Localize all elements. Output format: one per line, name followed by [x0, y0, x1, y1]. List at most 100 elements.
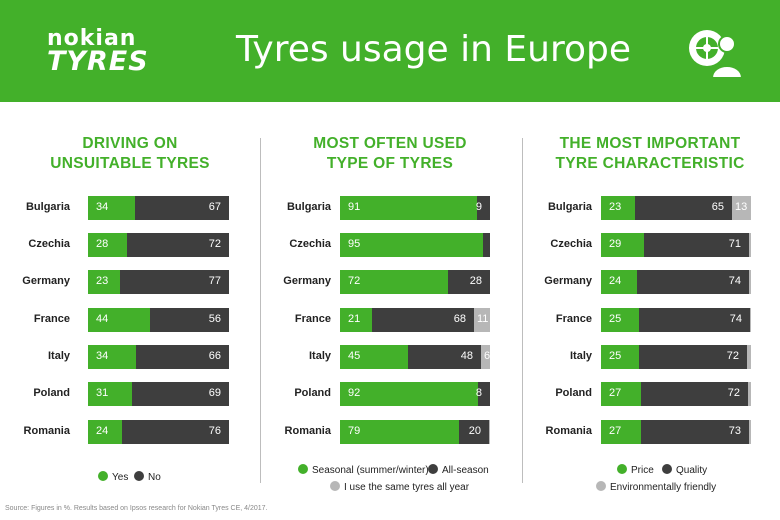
legend-label: Quality: [676, 465, 708, 476]
data-label: 20: [468, 425, 481, 437]
data-label: 73: [728, 425, 741, 437]
data-label: 72: [348, 275, 361, 287]
data-label: 74: [729, 313, 742, 325]
stacked-bar: 27 73: [601, 420, 751, 444]
bar-segment: 23: [601, 196, 635, 220]
chart-title-line2: UNSUITABLE TYRES: [50, 155, 210, 172]
bar-segment: 72: [641, 382, 748, 406]
data-label: 79: [348, 425, 361, 437]
stacked-bar: 45 48 6: [340, 345, 490, 369]
legend-item: I use the same tyres all year: [330, 481, 469, 493]
stacked-bar: 23 77: [88, 270, 229, 294]
chart-title-3: THE MOST IMPORTANT TYRE CHARACTERISTIC: [540, 134, 760, 174]
bar-segment: 56: [150, 308, 229, 332]
category-label: Bulgaria: [547, 201, 592, 213]
category-label: Czechia: [289, 238, 331, 250]
bar-segment: [750, 308, 751, 332]
bar-segment: 23: [88, 270, 120, 294]
category-label: Bulgaria: [25, 201, 70, 213]
category-label: France: [555, 313, 592, 325]
bar-segment: 65: [635, 196, 732, 220]
bar-segment: 20: [459, 420, 489, 444]
category-label: Germany: [22, 275, 70, 287]
bar-segment: 76: [122, 420, 229, 444]
data-label: 27: [609, 425, 622, 437]
bar-segment: 34: [88, 345, 136, 369]
legend-item: Quality: [662, 464, 707, 476]
bar-segment: 8: [475, 382, 490, 406]
legend-swatch: [617, 464, 627, 474]
data-label: 34: [96, 201, 109, 213]
legend-swatch: [662, 464, 672, 474]
data-label: 68: [453, 313, 466, 325]
category-label: Romania: [284, 425, 331, 437]
data-label: 48: [460, 350, 473, 362]
data-label: 66: [208, 350, 221, 362]
data-label: 31: [96, 387, 109, 399]
data-label: 8: [475, 387, 482, 399]
legend-label: All-season: [442, 465, 489, 476]
bar-segment: 77: [120, 270, 229, 294]
category-label: Czechia: [550, 238, 592, 250]
stacked-bar: 25 72: [601, 345, 751, 369]
data-label: 56: [208, 313, 221, 325]
stacked-bar: 24 74: [601, 270, 751, 294]
bar-segment: 67: [135, 196, 229, 220]
bar-segment: [489, 420, 490, 444]
legend-item: Yes: [98, 471, 128, 483]
stacked-bar: 29 71: [601, 233, 751, 257]
category-label: Czechia: [28, 238, 70, 250]
divider-right: [522, 138, 523, 483]
legend-label: No: [148, 472, 161, 483]
bar-segment: 92: [340, 382, 478, 406]
data-label: 92: [348, 387, 361, 399]
bar-segment: 74: [637, 270, 749, 294]
data-label: 95: [348, 238, 361, 250]
legend-swatch: [134, 471, 144, 481]
bar-segment: 6: [481, 345, 490, 369]
legend-item: Seasonal (summer/winter): [298, 464, 429, 476]
data-label: 25: [609, 350, 622, 362]
category-label: Romania: [23, 425, 70, 437]
chart-title-2: MOST OFTEN USED TYPE OF TYRES: [270, 134, 510, 174]
category-label: Germany: [283, 275, 331, 287]
bar-segment: 68: [372, 308, 474, 332]
data-label: 67: [208, 201, 221, 213]
bar-segment: [749, 233, 751, 257]
bar-segment: 72: [127, 233, 229, 257]
stacked-bar: 23 65 13: [601, 196, 751, 220]
chart-title-line1: MOST OFTEN USED: [313, 135, 467, 152]
data-label: 65: [711, 201, 724, 213]
bar-segment: 31: [88, 382, 132, 406]
bar-segment: 9: [476, 196, 490, 220]
stacked-bar: 91 9: [340, 196, 490, 220]
legend-item: Environmentally friendly: [596, 481, 716, 493]
data-label: 45: [348, 350, 361, 362]
bar-segment: 72: [639, 345, 747, 369]
bar-segment: 25: [601, 308, 639, 332]
bar-segment: 25: [601, 345, 639, 369]
data-label: 69: [208, 387, 221, 399]
data-label: 13: [735, 201, 748, 213]
legend-swatch: [428, 464, 438, 474]
logo-top-text: nokian: [47, 26, 137, 51]
bar-segment: 74: [639, 308, 750, 332]
stacked-bar: 34 66: [88, 345, 229, 369]
bar-segment: 34: [88, 196, 135, 220]
category-label: Italy: [569, 350, 592, 362]
category-label: Poland: [294, 387, 331, 399]
tyre-person-icon: [689, 30, 744, 79]
stacked-bar: 27 72: [601, 382, 751, 406]
data-label: 44: [96, 313, 109, 325]
data-label: 27: [609, 387, 622, 399]
category-label: Poland: [33, 387, 70, 399]
legend-swatch: [98, 471, 108, 481]
legend-label: Seasonal (summer/winter): [312, 465, 429, 476]
data-label: 74: [728, 275, 741, 287]
bar-segment: [483, 233, 490, 257]
bar-segment: 71: [644, 233, 749, 257]
bar-segment: 66: [136, 345, 229, 369]
chart-title-line1: THE MOST IMPORTANT: [559, 135, 741, 152]
bar-segment: 11: [474, 308, 490, 332]
stacked-bar: 21 68 11: [340, 308, 490, 332]
